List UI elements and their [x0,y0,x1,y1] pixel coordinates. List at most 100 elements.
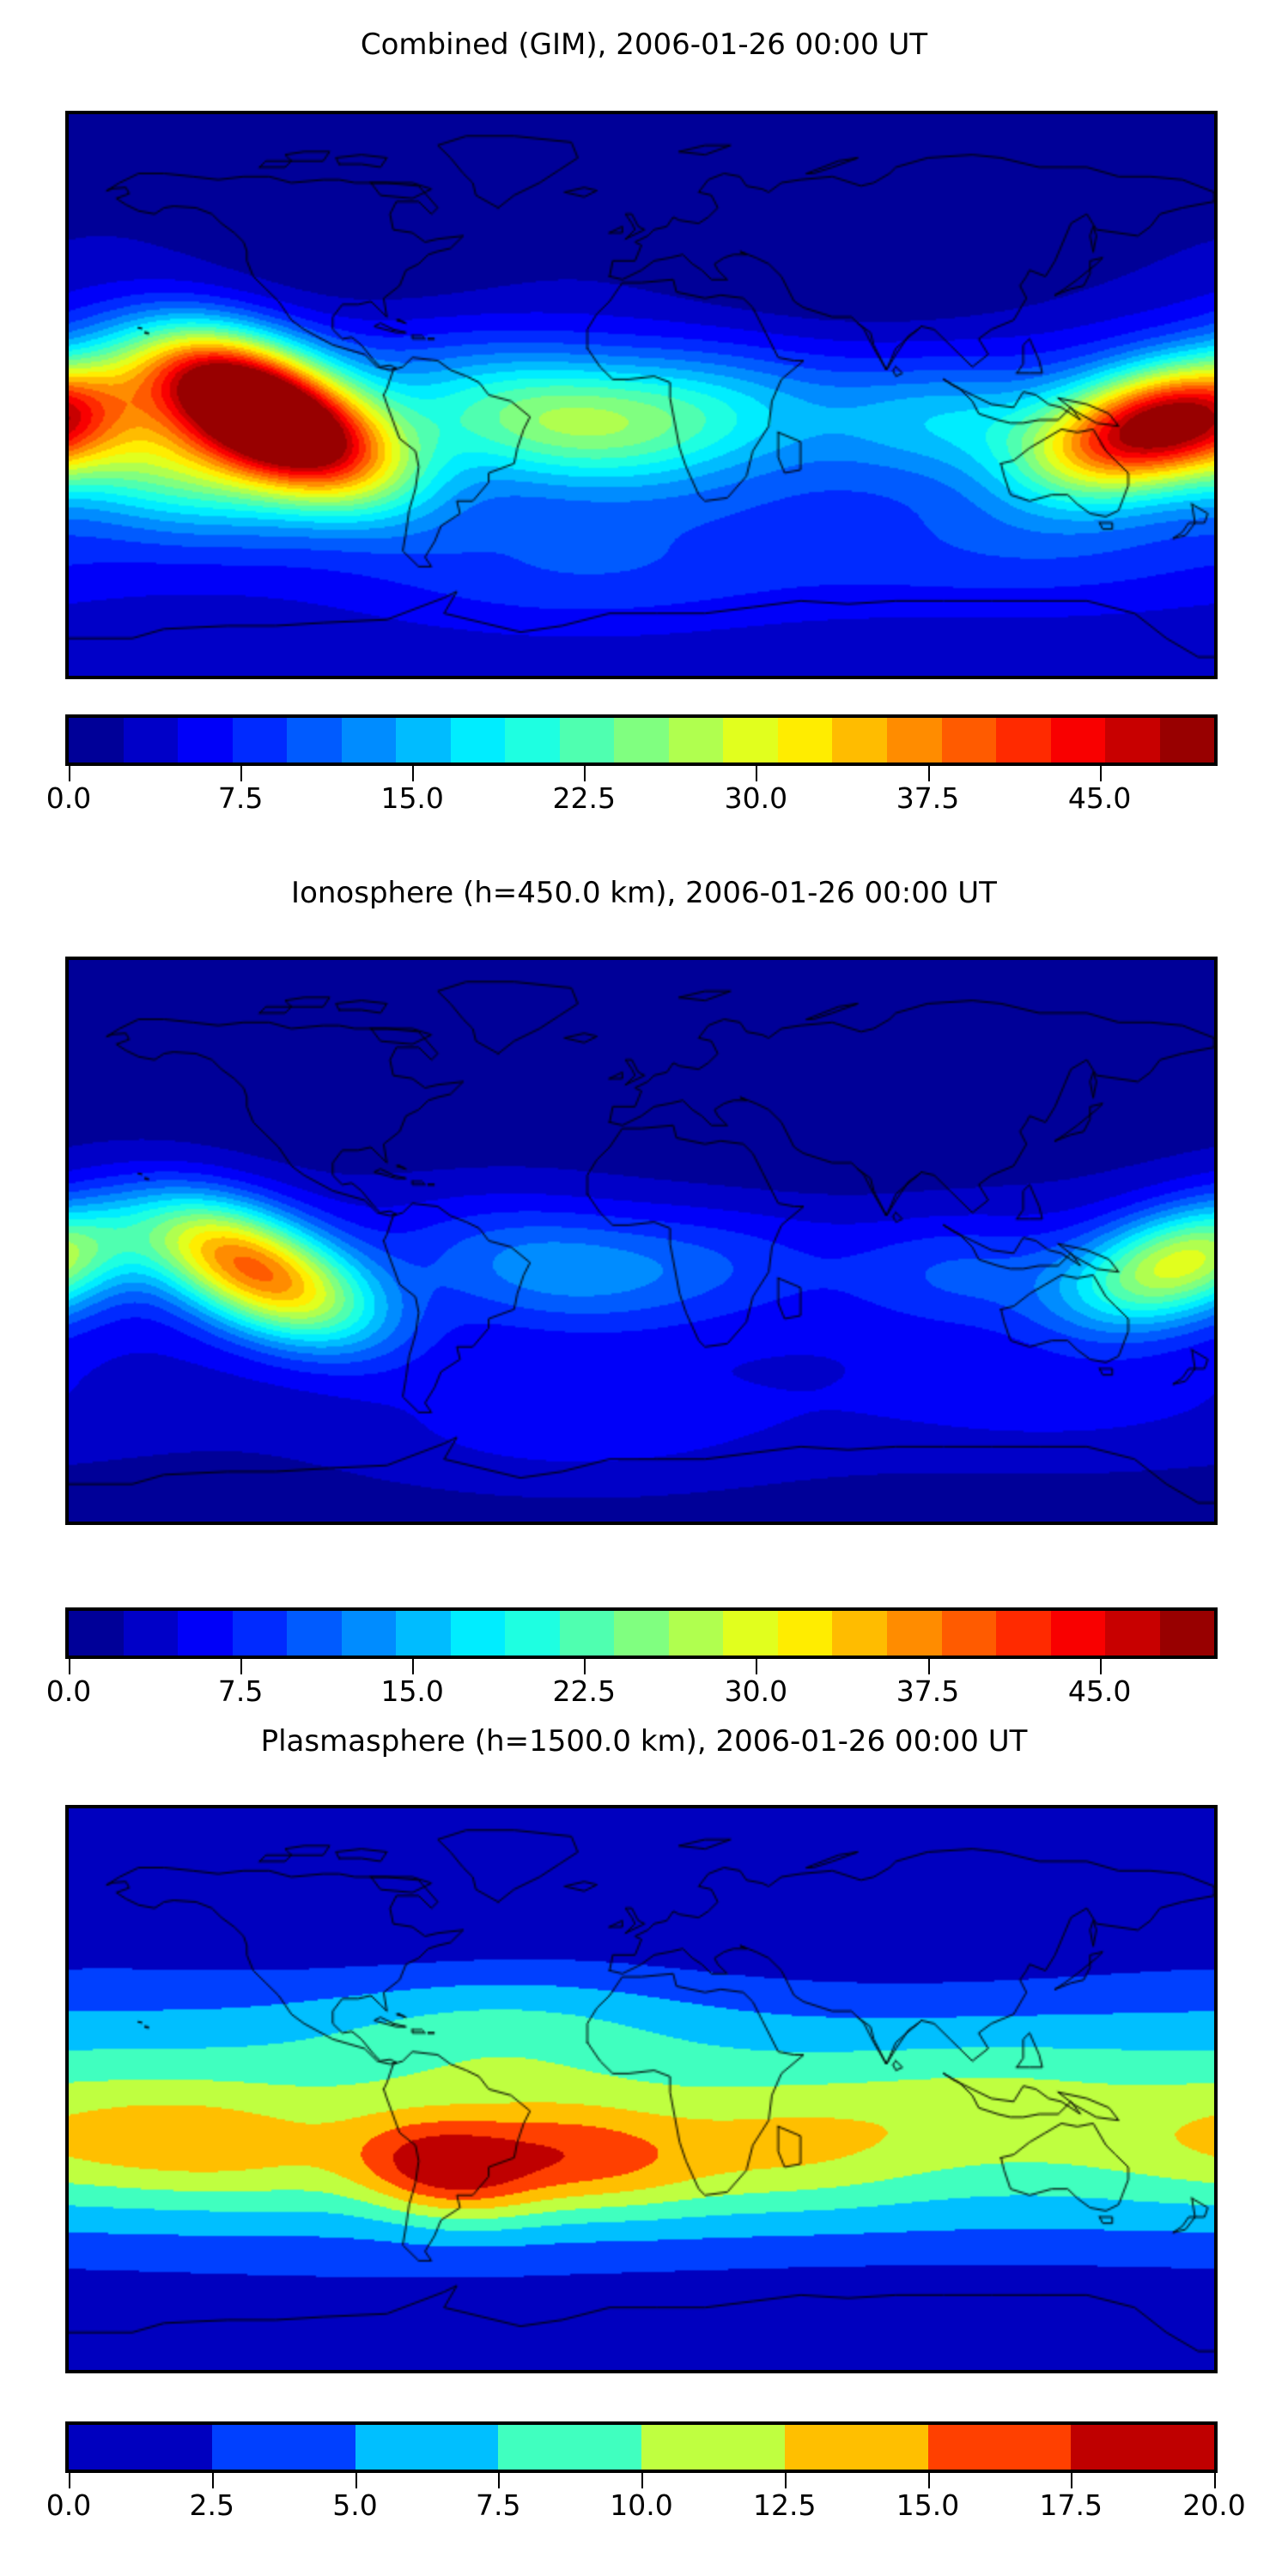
colorbar-labels-combined: 0.0 7.5 15.0 22.5 30.0 37.5 45.0 [46,781,1218,817]
colorbar-tick [584,766,586,781]
colorbar-band [69,1611,124,1656]
colorbar-band [996,718,1051,762]
colorbar-tick [69,2473,70,2488]
panel-title-plasmasphere: Plasmasphere (h=1500.0 km), 2006-01-26 0… [260,1724,1028,1759]
colorbar-band [211,2425,355,2470]
colorbar-band [614,718,669,762]
map-plasmasphere [65,1805,1218,2373]
colorbar-band [559,718,615,762]
colorbar-tick-label: 2.5 [189,2488,234,2522]
colorbar-tick-label: 22.5 [552,781,617,815]
colorbar-band [123,1611,179,1656]
colorbar-tick [1099,1659,1102,1674]
colorbar-band [123,718,179,762]
colorbar-band [178,718,233,762]
colorbar-band [505,1611,560,1656]
colorbar-band [355,2425,499,2470]
colorbar-band [723,718,778,762]
colorbar-band [927,2425,1072,2470]
colorbar-band [396,718,451,762]
colorbar-plasmasphere: 0.0 2.5 5.0 7.5 10.0 12.5 15.0 17.5 20.0 [46,2421,1246,2533]
colorbar-labels-plasmasphere: 0.0 2.5 5.0 7.5 10.0 12.5 15.0 17.5 20.0 [46,2488,1246,2524]
colorbar-band [287,718,342,762]
colorbar-band [1105,1611,1160,1656]
colorbar-band [1050,718,1106,762]
colorbar-band [178,1611,233,1656]
colorbar-band [69,2425,212,2470]
colorbar-band [668,1611,724,1656]
colorbar-tick-label: 15.0 [896,2488,960,2522]
colorbar-tick [756,766,758,781]
colorbar-tick [1214,2473,1216,2488]
colorbar-ticks-ionosphere [65,1659,1218,1674]
colorbar-tick-label: 37.5 [896,781,960,815]
colorbar-band [832,718,887,762]
colorbar-combined: 0.0 7.5 15.0 22.5 30.0 37.5 45.0 [46,714,1218,826]
colorbar-band [996,1611,1051,1656]
colorbar-band [784,2425,928,2470]
colorbar-tick-label: 0.0 [46,781,92,815]
colorbar-band [341,1611,397,1656]
colorbar-band [232,1611,288,1656]
colorbar-ticks-combined [65,766,1218,781]
colorbar-tick-label: 7.5 [217,1674,264,1708]
map-canvas-ionosphere [69,960,1214,1522]
colorbar-band [341,718,397,762]
colorbar-tick-label: 20.0 [1182,2488,1246,2522]
colorbar-band [287,1611,342,1656]
colorbar-band [1050,1611,1106,1656]
colorbar-tick-label: 15.0 [380,1674,444,1708]
colorbar-strip-plasmasphere [65,2421,1218,2473]
colorbar-band [886,718,942,762]
colorbar-band [1105,718,1160,762]
colorbar-band [498,2425,641,2470]
colorbar-tick [498,2473,501,2488]
colorbar-labels-ionosphere: 0.0 7.5 15.0 22.5 30.0 37.5 45.0 [46,1674,1218,1710]
colorbar-tick-label: 22.5 [552,1674,617,1708]
colorbar-tick-label: 5.0 [332,2488,378,2522]
colorbar-band [505,718,560,762]
colorbar-band [777,718,833,762]
colorbar-ionosphere: 0.0 7.5 15.0 22.5 30.0 37.5 45.0 [46,1607,1218,1719]
colorbar-tick-label: 30.0 [724,1674,788,1708]
colorbar-tick-label: 37.5 [896,1674,960,1708]
colorbar-tick [927,2473,930,2488]
colorbar-band [1159,718,1214,762]
colorbar-band [941,1611,997,1656]
colorbar-band [450,718,506,762]
colorbar-band [450,1611,506,1656]
colorbar-tick-label: 12.5 [753,2488,817,2522]
colorbar-tick-label: 7.5 [217,781,264,815]
colorbar-tick-label: 7.5 [476,2488,521,2522]
colorbar-band [232,718,288,762]
colorbar-ticks-plasmasphere [65,2473,1218,2488]
colorbar-tick [412,1659,415,1674]
map-canvas-plasmasphere [69,1808,1214,2370]
colorbar-tick-label: 45.0 [1067,1674,1132,1708]
colorbar-tick [240,1659,243,1674]
colorbar-band [668,718,724,762]
colorbar-strip-ionosphere [65,1607,1218,1659]
colorbar-strip-combined [65,714,1218,766]
map-ionosphere [65,957,1218,1525]
colorbar-band [641,2425,785,2470]
colorbar-tick [1071,2473,1073,2488]
colorbar-tick [641,2473,643,2488]
colorbar-tick [355,2473,357,2488]
panel-title-combined: Combined (GIM), 2006-01-26 00:00 UT [360,27,928,62]
colorbar-band [723,1611,778,1656]
colorbar-band [832,1611,887,1656]
colorbar-band [396,1611,451,1656]
colorbar-tick [211,2473,214,2488]
colorbar-band [777,1611,833,1656]
colorbar-band [1159,1611,1214,1656]
colorbar-tick [756,1659,758,1674]
colorbar-tick-label: 30.0 [724,781,788,815]
colorbar-tick [784,2473,787,2488]
colorbar-band [69,718,124,762]
panel-title-ionosphere: Ionosphere (h=450.0 km), 2006-01-26 00:0… [291,876,997,910]
map-canvas-combined [69,114,1214,676]
colorbar-band [614,1611,669,1656]
colorbar-tick-label: 45.0 [1067,781,1132,815]
